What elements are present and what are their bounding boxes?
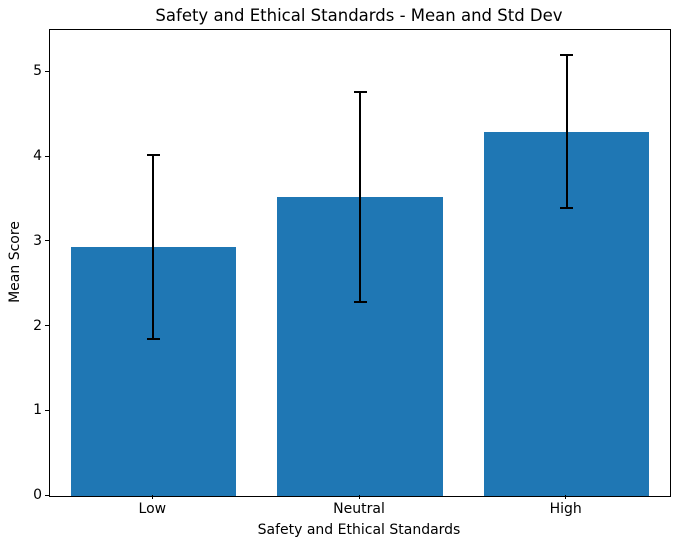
error-bar-cap-top bbox=[560, 54, 574, 57]
y-axis-label: Mean Score bbox=[7, 221, 23, 303]
y-tick-mark bbox=[45, 155, 49, 157]
x-tick-label: Low bbox=[138, 501, 167, 517]
x-tick-mark bbox=[358, 495, 360, 499]
y-tick-mark bbox=[45, 494, 49, 496]
y-tick-mark bbox=[45, 240, 49, 242]
plot-area bbox=[49, 29, 671, 497]
y-tick-label: 3 bbox=[33, 232, 42, 249]
y-tick-label: 5 bbox=[33, 63, 42, 80]
chart-title: Safety and Ethical Standards - Mean and … bbox=[155, 6, 563, 25]
error-bar-cap-bottom bbox=[560, 206, 574, 209]
x-tick-mark bbox=[151, 495, 153, 499]
error-bar-cap-bottom bbox=[146, 338, 160, 341]
y-tick-mark bbox=[45, 70, 49, 72]
x-tick-label: High bbox=[549, 501, 582, 517]
x-axis-label: Safety and Ethical Standards bbox=[257, 522, 461, 538]
y-tick-label: 4 bbox=[33, 148, 42, 165]
x-tick-mark bbox=[565, 495, 567, 499]
error-bar-line bbox=[152, 154, 155, 340]
y-tick-label: 0 bbox=[33, 487, 42, 503]
error-bar-cap-top bbox=[146, 153, 160, 156]
x-tick-label: Neutral bbox=[333, 501, 385, 517]
error-bar-cap-top bbox=[353, 90, 367, 93]
error-bar-line bbox=[565, 55, 568, 208]
error-bar-cap-bottom bbox=[353, 300, 367, 303]
y-tick-mark bbox=[45, 325, 49, 327]
y-tick-label: 1 bbox=[33, 402, 42, 419]
error-bar-line bbox=[359, 91, 361, 302]
y-tick-label: 2 bbox=[33, 317, 42, 334]
y-tick-mark bbox=[45, 409, 49, 411]
